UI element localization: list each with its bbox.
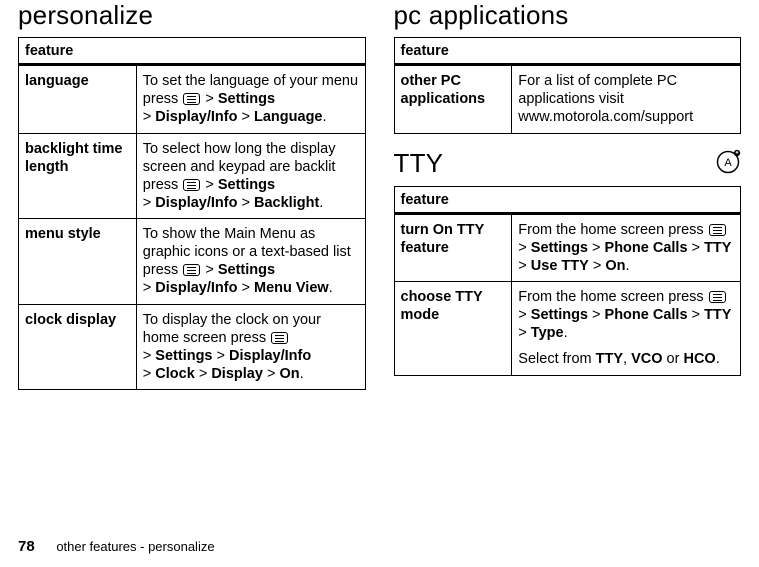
tty-heading: TTY [394, 148, 444, 179]
right-column: pc applications feature other PC applica… [394, 0, 742, 390]
pc-apps-table: feature other PC applicationsFor a list … [394, 37, 742, 134]
tty-heading-row: TTY A [394, 148, 742, 180]
page-number: 78 [18, 538, 35, 555]
feature-name: choose TTY mode [394, 282, 512, 376]
menu-key-icon [271, 332, 288, 344]
feature-name: backlight time length [19, 133, 137, 219]
footer-text: other features - personalize [56, 539, 214, 554]
table-row: turn On TTY featureFrom the home screen … [394, 213, 741, 281]
feature-name: menu style [19, 219, 137, 305]
tty-table-header: feature [394, 186, 741, 213]
table-row: clock displayTo display the clock on you… [19, 304, 366, 390]
personalize-table: feature languageTo set the language of y… [18, 37, 366, 390]
table-row: choose TTY modeFrom the home screen pres… [394, 282, 741, 376]
table-row: other PC applicationsFor a list of compl… [394, 65, 741, 133]
left-column: personalize feature languageTo set the l… [18, 0, 366, 390]
menu-key-icon [709, 291, 726, 303]
feature-desc: To set the language of your menu press >… [136, 65, 365, 133]
table-row: backlight time lengthTo select how long … [19, 133, 366, 219]
menu-key-icon [183, 264, 200, 276]
feature-name: language [19, 65, 137, 133]
svg-text:A: A [724, 157, 732, 169]
feature-name: other PC applications [394, 65, 512, 133]
menu-key-icon [183, 179, 200, 191]
pc-apps-heading: pc applications [394, 0, 742, 31]
menu-key-icon [183, 93, 200, 105]
feature-desc: To show the Main Menu as graphic icons o… [136, 219, 365, 305]
feature-desc: To select how long the display screen an… [136, 133, 365, 219]
accessibility-icon: A [715, 148, 741, 180]
page-footer: 78 other features - personalize [18, 538, 215, 555]
feature-desc: From the home screen press > Settings > … [512, 213, 741, 281]
tty-table: feature turn On TTY featureFrom the home… [394, 186, 742, 376]
table-row: languageTo set the language of your menu… [19, 65, 366, 133]
personalize-table-header: feature [19, 38, 366, 65]
feature-desc: From the home screen press > Settings > … [512, 282, 741, 376]
pc-apps-table-header: feature [394, 38, 741, 65]
personalize-heading: personalize [18, 0, 366, 31]
feature-name: clock display [19, 304, 137, 390]
feature-desc: To display the clock on your home screen… [136, 304, 365, 390]
feature-desc: For a list of complete PC applications v… [512, 65, 741, 133]
feature-name: turn On TTY feature [394, 213, 512, 281]
menu-key-icon [709, 224, 726, 236]
table-row: menu styleTo show the Main Menu as graph… [19, 219, 366, 305]
